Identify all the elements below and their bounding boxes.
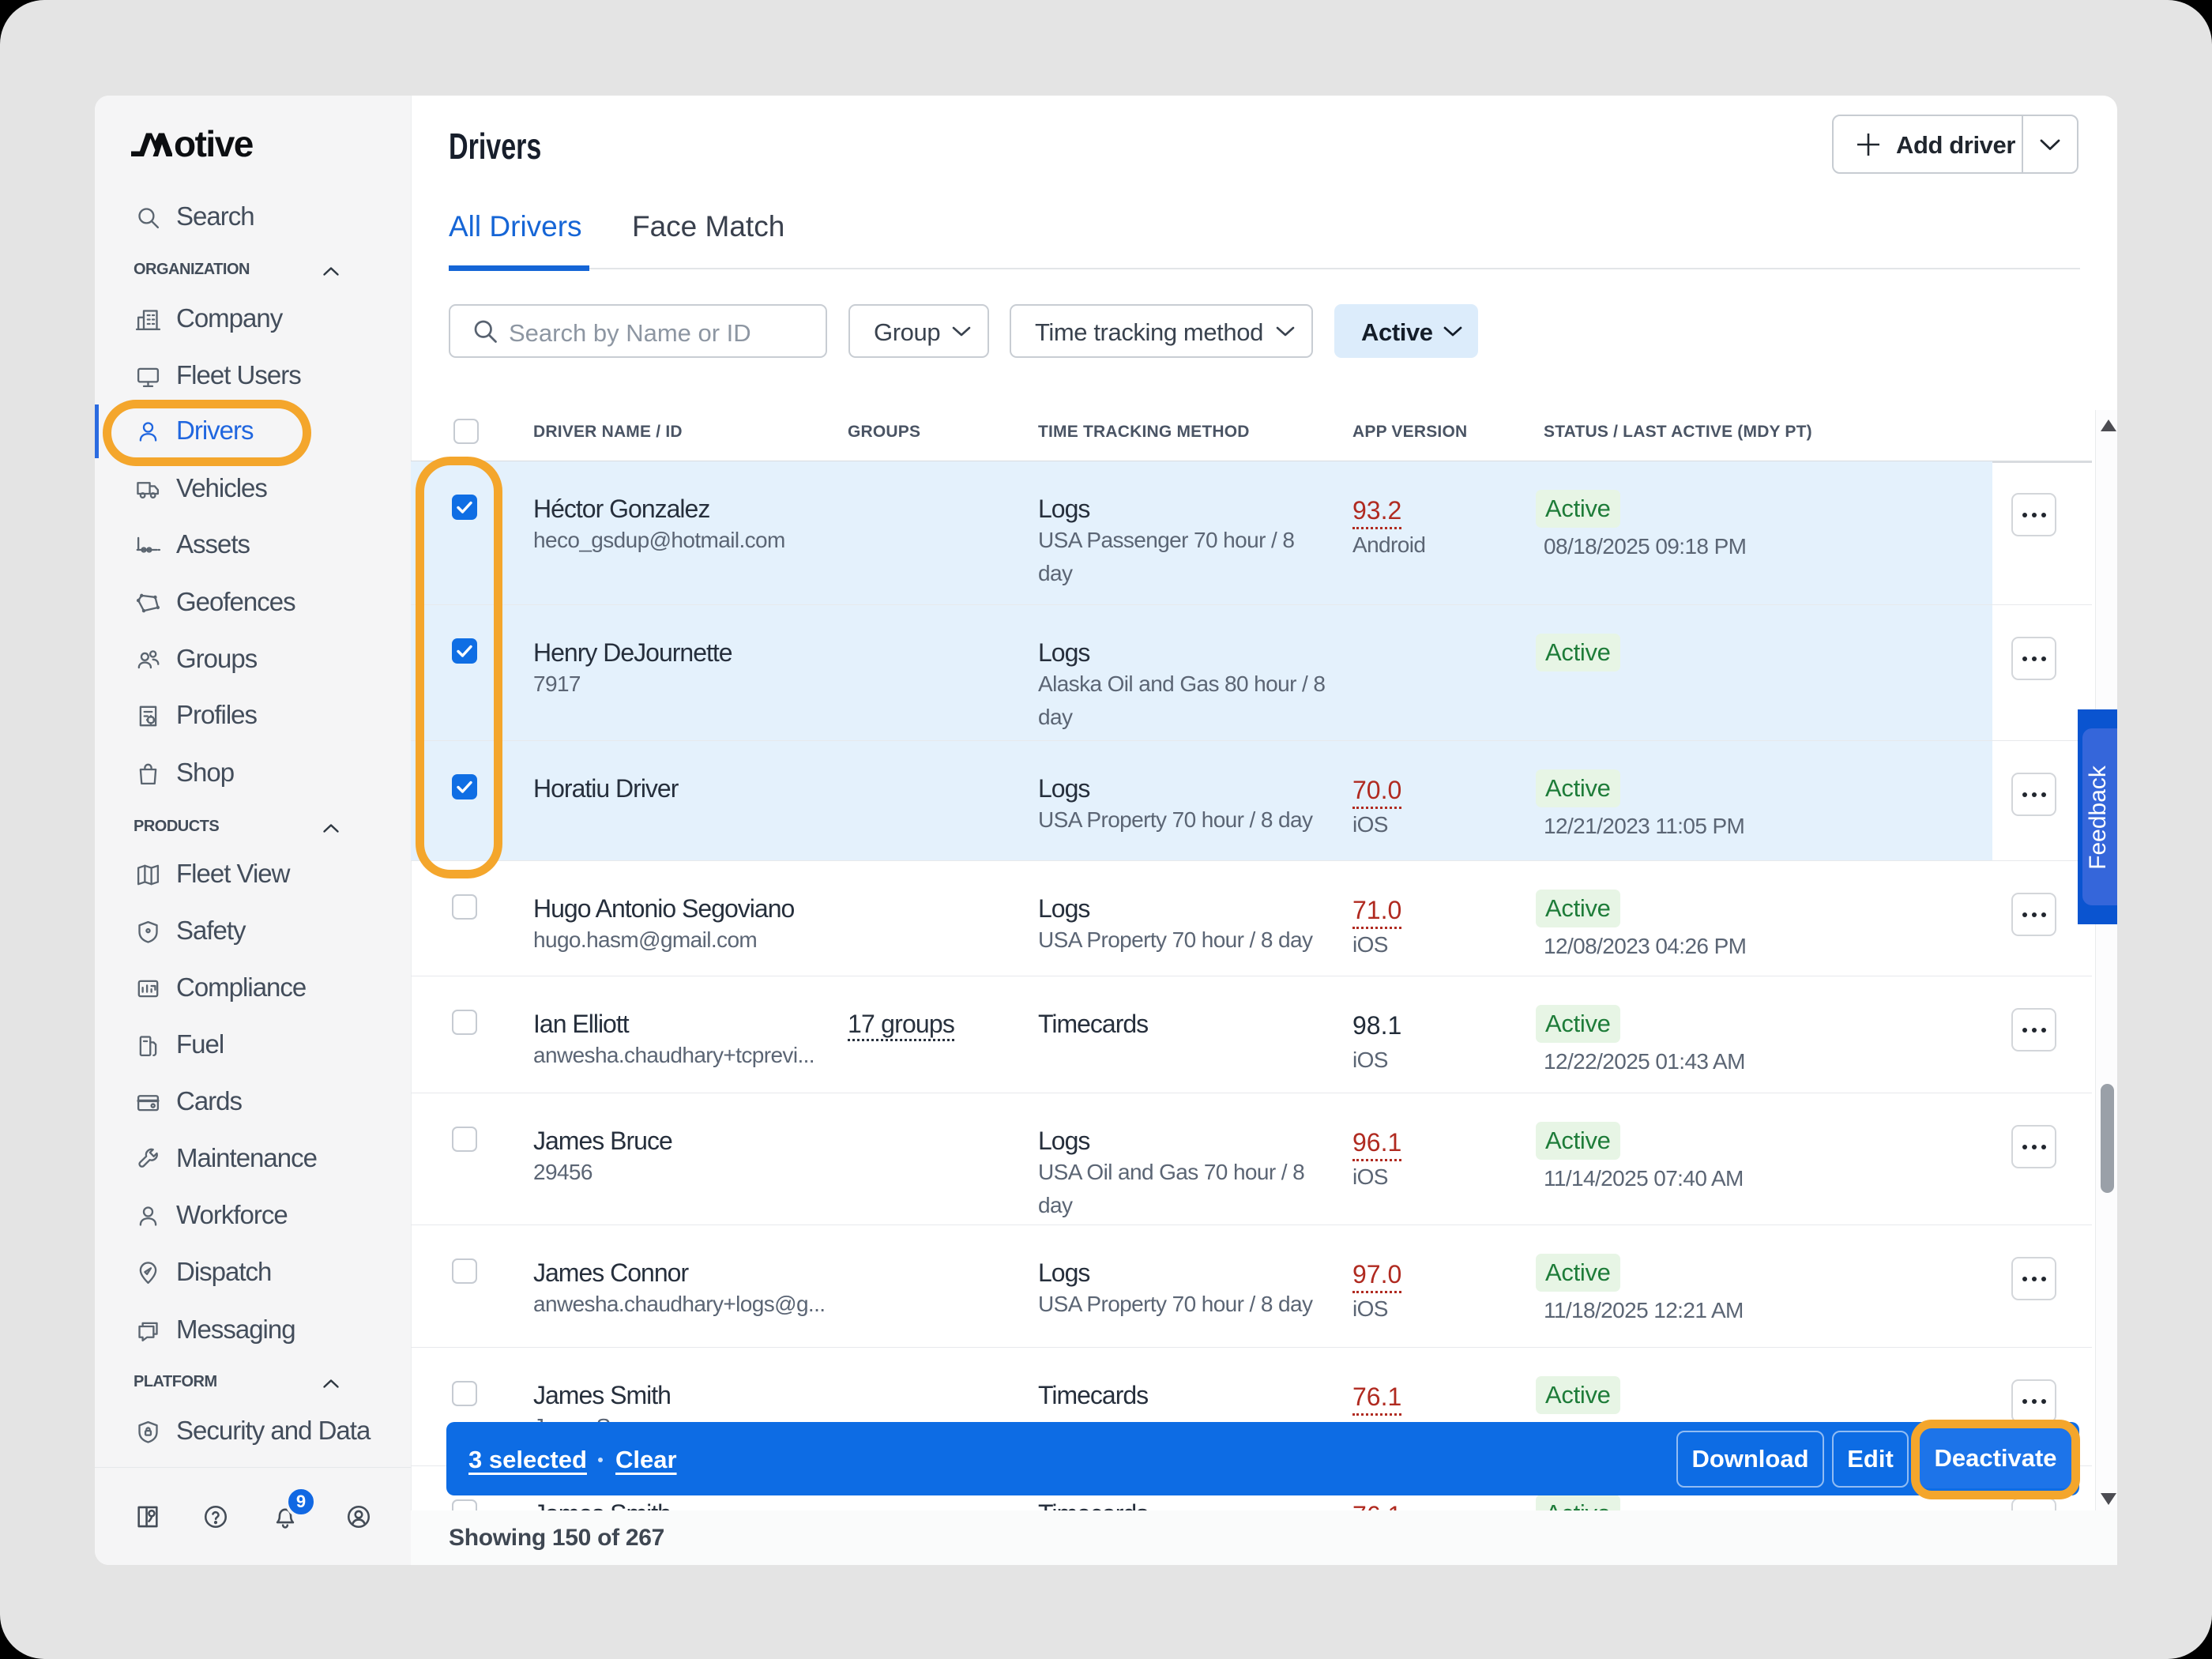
svg-text:otive: otive (174, 123, 254, 160)
